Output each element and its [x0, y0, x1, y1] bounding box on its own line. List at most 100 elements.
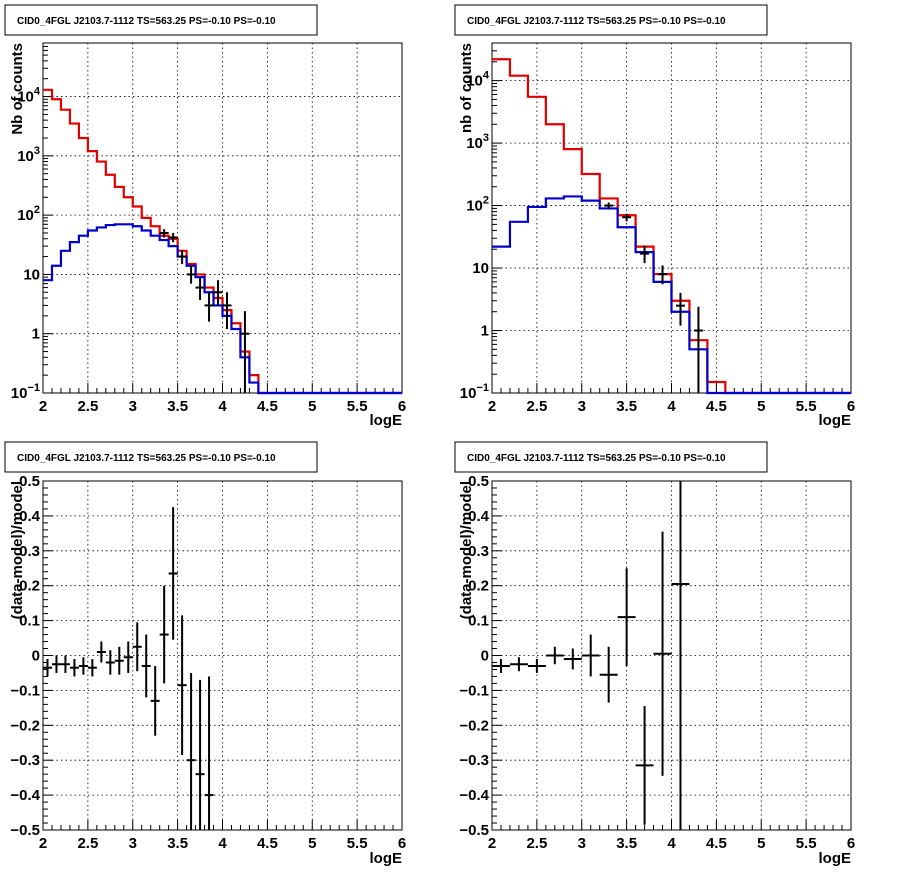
chart-panel-2: 2 2.5 3 3.5 4 4.5 5 5.5 610−1110102103104CID0_4F… — [454, 4, 855, 429]
x-tick-label: 3 — [129, 398, 137, 415]
x-axis-title: logE — [819, 850, 852, 867]
x-tick-label: 6 — [398, 398, 406, 415]
y-tick-label: 102 — [466, 195, 489, 215]
x-tick-label: 3 — [578, 835, 586, 852]
y-tick-exponent: 3 — [34, 145, 40, 157]
x-axis-title: logE — [370, 412, 403, 429]
y-tick-label: −0.2 — [459, 717, 489, 734]
y-tick-base: 10 — [466, 198, 483, 215]
y-tick-label: 0 — [481, 648, 489, 665]
chart-title: CID0_4FGL J2103.7-1112 TS=563.25 PS=-0.1… — [17, 16, 276, 27]
y-tick-base: 10 — [17, 89, 34, 106]
x-tick-label: 5 — [308, 398, 316, 415]
plot-frame — [491, 42, 852, 394]
y-tick-label: −0.1 — [10, 682, 40, 699]
chart-panel-1: 2 2.5 3 3.5 4 4.5 5 5.5 610−1110102103104CID0_4F… — [4, 4, 406, 429]
x-tick-label: 5.5 — [796, 835, 817, 852]
chart-panel-4: 2 2.5 3 3.5 4 4.5 5 5.5 6 −0.5 −0.4 −0.3 −0.2 −0.1 0 0.… — [454, 441, 855, 867]
x-tick-label: 2.5 — [526, 398, 547, 415]
y-tick-label: −0.4 — [459, 787, 489, 804]
y-tick-label: −0.3 — [10, 752, 40, 769]
title-box — [4, 4, 318, 36]
x-tick-label: 5.5 — [796, 398, 817, 415]
y-tick-base: 10 — [466, 73, 483, 90]
y-axis-title: nb of counts — [458, 43, 475, 133]
title-box — [454, 441, 768, 473]
title-box — [4, 441, 318, 473]
x-tick-label: 3.5 — [167, 835, 188, 852]
x-axis-title: logE — [370, 850, 403, 867]
histogram-line — [492, 195, 851, 395]
y-tick-label: 0.4 — [19, 508, 41, 525]
x-tick-label: 4 — [667, 835, 676, 852]
series-model_source — [492, 195, 851, 395]
y-tick-base: 10 — [466, 135, 483, 152]
x-tick-label: 4.5 — [257, 398, 278, 415]
x-tick-label: 3.5 — [167, 398, 188, 415]
series-residuals — [43, 507, 214, 830]
y-tick-label: 0.3 — [19, 543, 40, 560]
y-tick-base: 10 — [11, 385, 28, 402]
x-tick-label: 4.5 — [706, 835, 727, 852]
title-box — [454, 4, 768, 36]
x-tick-label: 2.5 — [77, 398, 98, 415]
chart-panel-3: 2 2.5 3 3.5 4 4.5 5 5.5 6 −0.5 −0.4 −0.3 −0.2 −0.1 0 0.… — [4, 441, 406, 867]
x-tick-label: 6 — [398, 835, 406, 852]
x-tick-label: 2.5 — [77, 835, 98, 852]
y-tick-exponent: 2 — [34, 204, 40, 216]
y-tick-label: 0 — [32, 648, 40, 665]
y-tick-exponent: −1 — [27, 382, 40, 394]
y-tick-base: 10 — [460, 385, 477, 402]
series-data — [604, 202, 703, 393]
y-tick-label: 103 — [17, 145, 40, 165]
plot-frame — [42, 42, 403, 394]
x-tick-label: 3 — [129, 835, 137, 852]
y-tick-exponent: −1 — [476, 382, 489, 394]
x-tick-label: 4.5 — [706, 398, 727, 415]
y-tick-base: 10 — [17, 148, 34, 165]
x-tick-label: 4 — [218, 398, 227, 415]
chart-title: CID0_4FGL J2103.7-1112 TS=563.25 PS=-0.1… — [467, 453, 726, 464]
y-tick-exponent: 2 — [483, 195, 489, 207]
x-tick-label: 6 — [847, 835, 855, 852]
y-axis-title: Nb of counts — [9, 43, 26, 135]
y-tick-label: 0.1 — [468, 613, 489, 630]
y-tick-label: 0.4 — [468, 508, 490, 525]
x-tick-label: 5 — [757, 835, 765, 852]
y-tick-label: 10 — [472, 260, 489, 277]
y-axis-title: (data-model)/model — [458, 481, 475, 619]
y-tick-label: 10−1 — [11, 382, 40, 402]
x-tick-label: 3.5 — [616, 835, 637, 852]
y-tick-label: 1 — [32, 326, 40, 343]
x-tick-label: 2 — [39, 835, 47, 852]
x-tick-label: 6 — [847, 398, 855, 415]
y-tick-label: 0.1 — [19, 613, 40, 630]
y-tick-label: 102 — [17, 204, 40, 224]
grid-lines — [43, 43, 402, 393]
y-tick-exponent: 3 — [483, 132, 489, 144]
x-tick-label: 2 — [39, 398, 47, 415]
y-tick-label: 103 — [466, 132, 489, 152]
series-residuals — [492, 481, 690, 830]
x-tick-label: 2 — [488, 398, 496, 415]
y-tick-exponent: 4 — [483, 70, 490, 82]
y-tick-label: −0.3 — [459, 752, 489, 769]
y-tick-label: −0.5 — [10, 822, 40, 839]
x-axis-title: logE — [819, 412, 852, 429]
x-tick-label: 2 — [488, 835, 496, 852]
grid-lines — [492, 43, 851, 393]
y-tick-label: 104 — [466, 70, 490, 90]
y-tick-label: 0.5 — [468, 473, 489, 490]
series-data — [159, 229, 250, 393]
x-tick-label: 5 — [757, 398, 765, 415]
grid-lines — [43, 481, 402, 830]
y-tick-label: 10 — [23, 266, 40, 283]
x-tick-label: 4 — [218, 835, 227, 852]
x-tick-label: 5.5 — [347, 835, 368, 852]
x-tick-label: 5.5 — [347, 398, 368, 415]
y-tick-label: −0.4 — [10, 787, 40, 804]
y-tick-exponent: 4 — [34, 86, 41, 98]
y-tick-label: −0.1 — [459, 682, 489, 699]
x-tick-label: 3.5 — [616, 398, 637, 415]
